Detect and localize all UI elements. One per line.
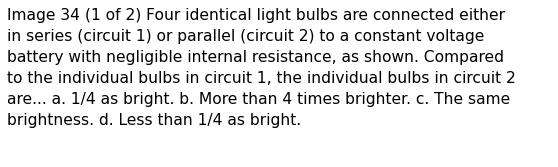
Text: Image 34 (1 of 2) Four identical light bulbs are connected either
in series (cir: Image 34 (1 of 2) Four identical light b… [7,8,516,128]
